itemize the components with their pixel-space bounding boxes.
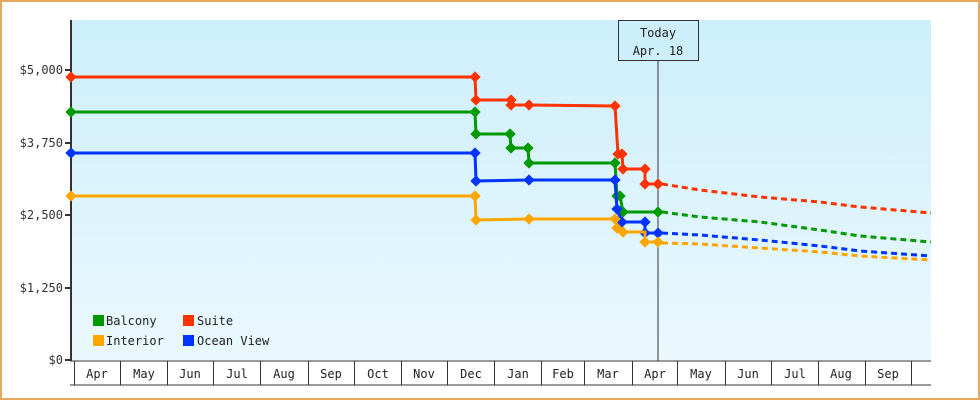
legend-swatch-interior bbox=[93, 335, 104, 346]
legend-label-balcony: Balcony bbox=[106, 314, 157, 328]
today-label: Today bbox=[640, 26, 676, 40]
x-tick-label: Jul bbox=[784, 367, 806, 381]
y-tick-label: $1,250 bbox=[20, 281, 63, 295]
x-tick-label: Oct bbox=[367, 367, 389, 381]
x-tick-label: Aug bbox=[830, 367, 852, 381]
x-tick-label: Jun bbox=[737, 367, 759, 381]
x-tick-label: Jun bbox=[179, 367, 201, 381]
x-tick-label: Nov bbox=[413, 367, 435, 381]
x-tick-label: May bbox=[133, 367, 155, 381]
x-tick-label: Dec bbox=[460, 367, 482, 381]
forecast-lines bbox=[661, 182, 932, 262]
legend-label-ocean-view: Ocean View bbox=[197, 334, 270, 348]
ocean-view-forecast-line bbox=[661, 231, 932, 258]
y-axis-ticks bbox=[65, 69, 71, 361]
legend-label-interior: Interior bbox=[106, 334, 164, 348]
x-tick-label: May bbox=[690, 367, 712, 381]
x-tick-label: Aug bbox=[273, 367, 295, 381]
x-tick-label: Apr bbox=[86, 367, 108, 381]
today-label-box bbox=[618, 20, 699, 61]
legend-swatch-balcony bbox=[93, 315, 104, 326]
series-ocean-view bbox=[65, 147, 664, 239]
suite-forecast-line bbox=[661, 182, 932, 215]
y-tick-label: $3,750 bbox=[20, 136, 63, 150]
x-tick-label: Feb bbox=[552, 367, 574, 381]
x-tick-label: Jan bbox=[507, 367, 529, 381]
y-tick-label: $0 bbox=[49, 353, 63, 367]
x-axis bbox=[70, 360, 931, 386]
x-tick-label: Apr bbox=[644, 367, 666, 381]
legend: Balcony Suite Interior Ocean View bbox=[93, 314, 270, 348]
y-tick-label: $5,000 bbox=[20, 63, 63, 77]
y-tick-label: $2,500 bbox=[20, 208, 63, 222]
x-tick-label: Mar bbox=[597, 367, 619, 381]
legend-label-suite: Suite bbox=[197, 314, 233, 328]
legend-swatch-ocean-view bbox=[183, 335, 194, 346]
x-tick-label: Jul bbox=[226, 367, 248, 381]
x-tick-label: Sep bbox=[877, 367, 899, 381]
x-tick-label: Sep bbox=[320, 367, 342, 381]
today-date: Apr. 18 bbox=[633, 44, 684, 58]
balcony-forecast-line bbox=[661, 210, 932, 244]
legend-swatch-suite bbox=[183, 315, 194, 326]
plot-area bbox=[72, 20, 931, 360]
interior-forecast-line bbox=[661, 241, 932, 262]
